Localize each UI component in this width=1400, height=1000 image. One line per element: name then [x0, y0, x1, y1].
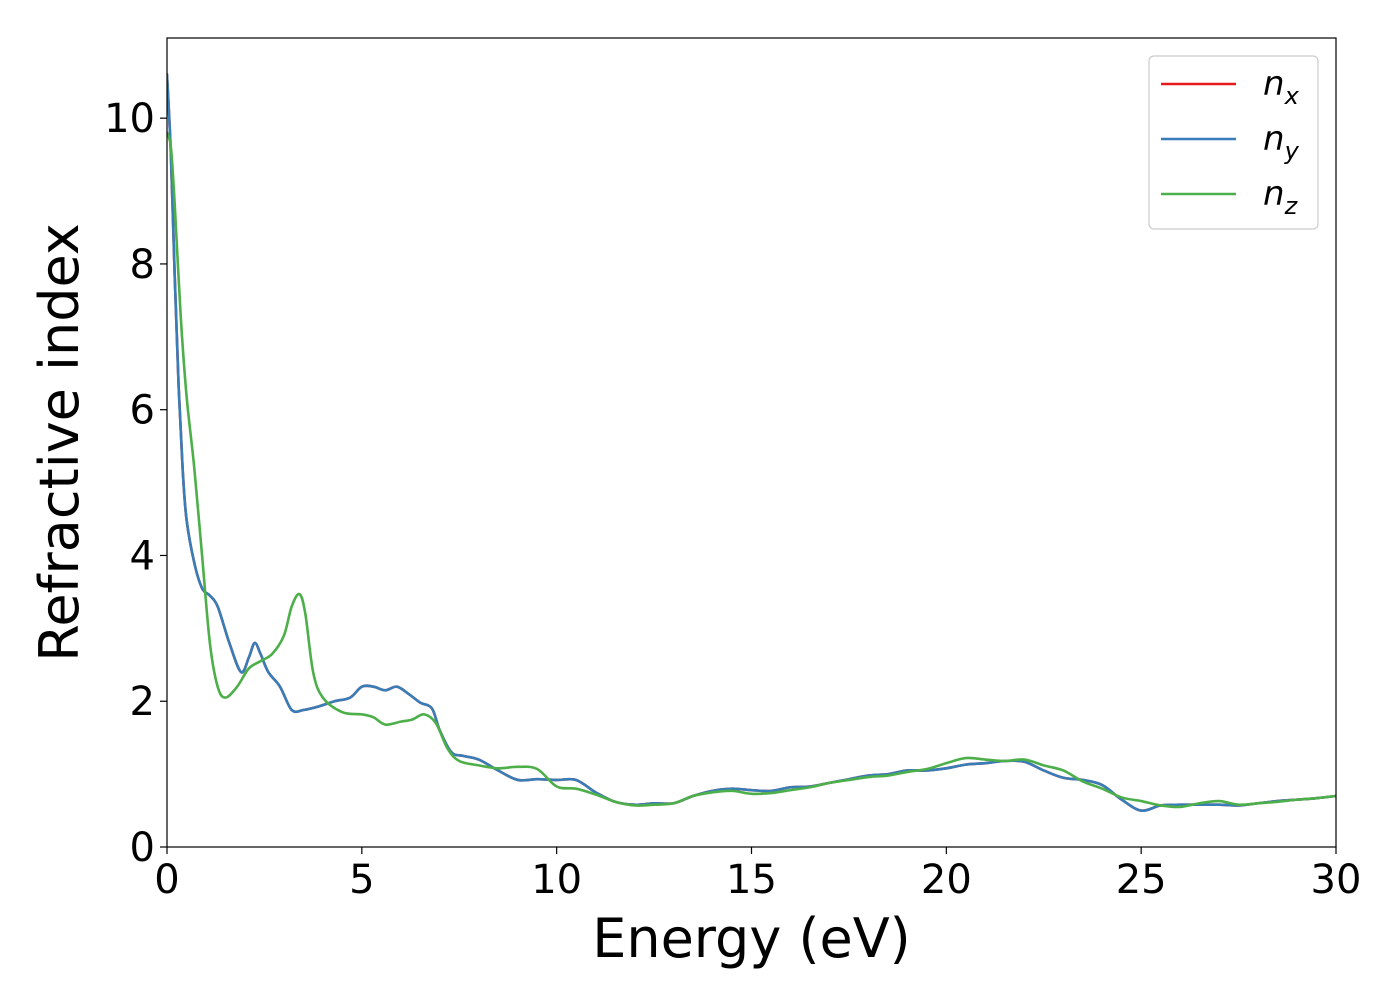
y-axis-ticks: 0 2 4 6 8 10: [104, 96, 167, 871]
y-tick-label: 4: [130, 533, 155, 579]
x-tick-label: 30: [1311, 857, 1362, 903]
x-axis-title: Energy (eV): [592, 907, 911, 970]
y-tick-label: 0: [130, 825, 155, 871]
x-axis-ticks: 0 5 10 15 20 25 30: [154, 847, 1361, 903]
y-axis-title: Refractive index: [28, 223, 91, 662]
series-layer: [167, 73, 1336, 812]
legend-box: [1148, 55, 1319, 230]
x-tick-label: 10: [531, 857, 582, 903]
x-tick-label: 5: [349, 857, 374, 903]
series-line-n-y: [167, 73, 1336, 812]
y-tick-label: 10: [104, 96, 155, 142]
x-tick-label: 20: [921, 857, 972, 903]
x-tick-label: 15: [726, 857, 777, 903]
y-tick-label: 6: [130, 388, 155, 434]
x-tick-label: 0: [154, 857, 179, 903]
x-tick-label: 25: [1116, 857, 1167, 903]
series-line-n-z: [167, 131, 1336, 809]
y-tick-label: 2: [130, 679, 155, 725]
y-tick-label: 8: [130, 242, 155, 288]
